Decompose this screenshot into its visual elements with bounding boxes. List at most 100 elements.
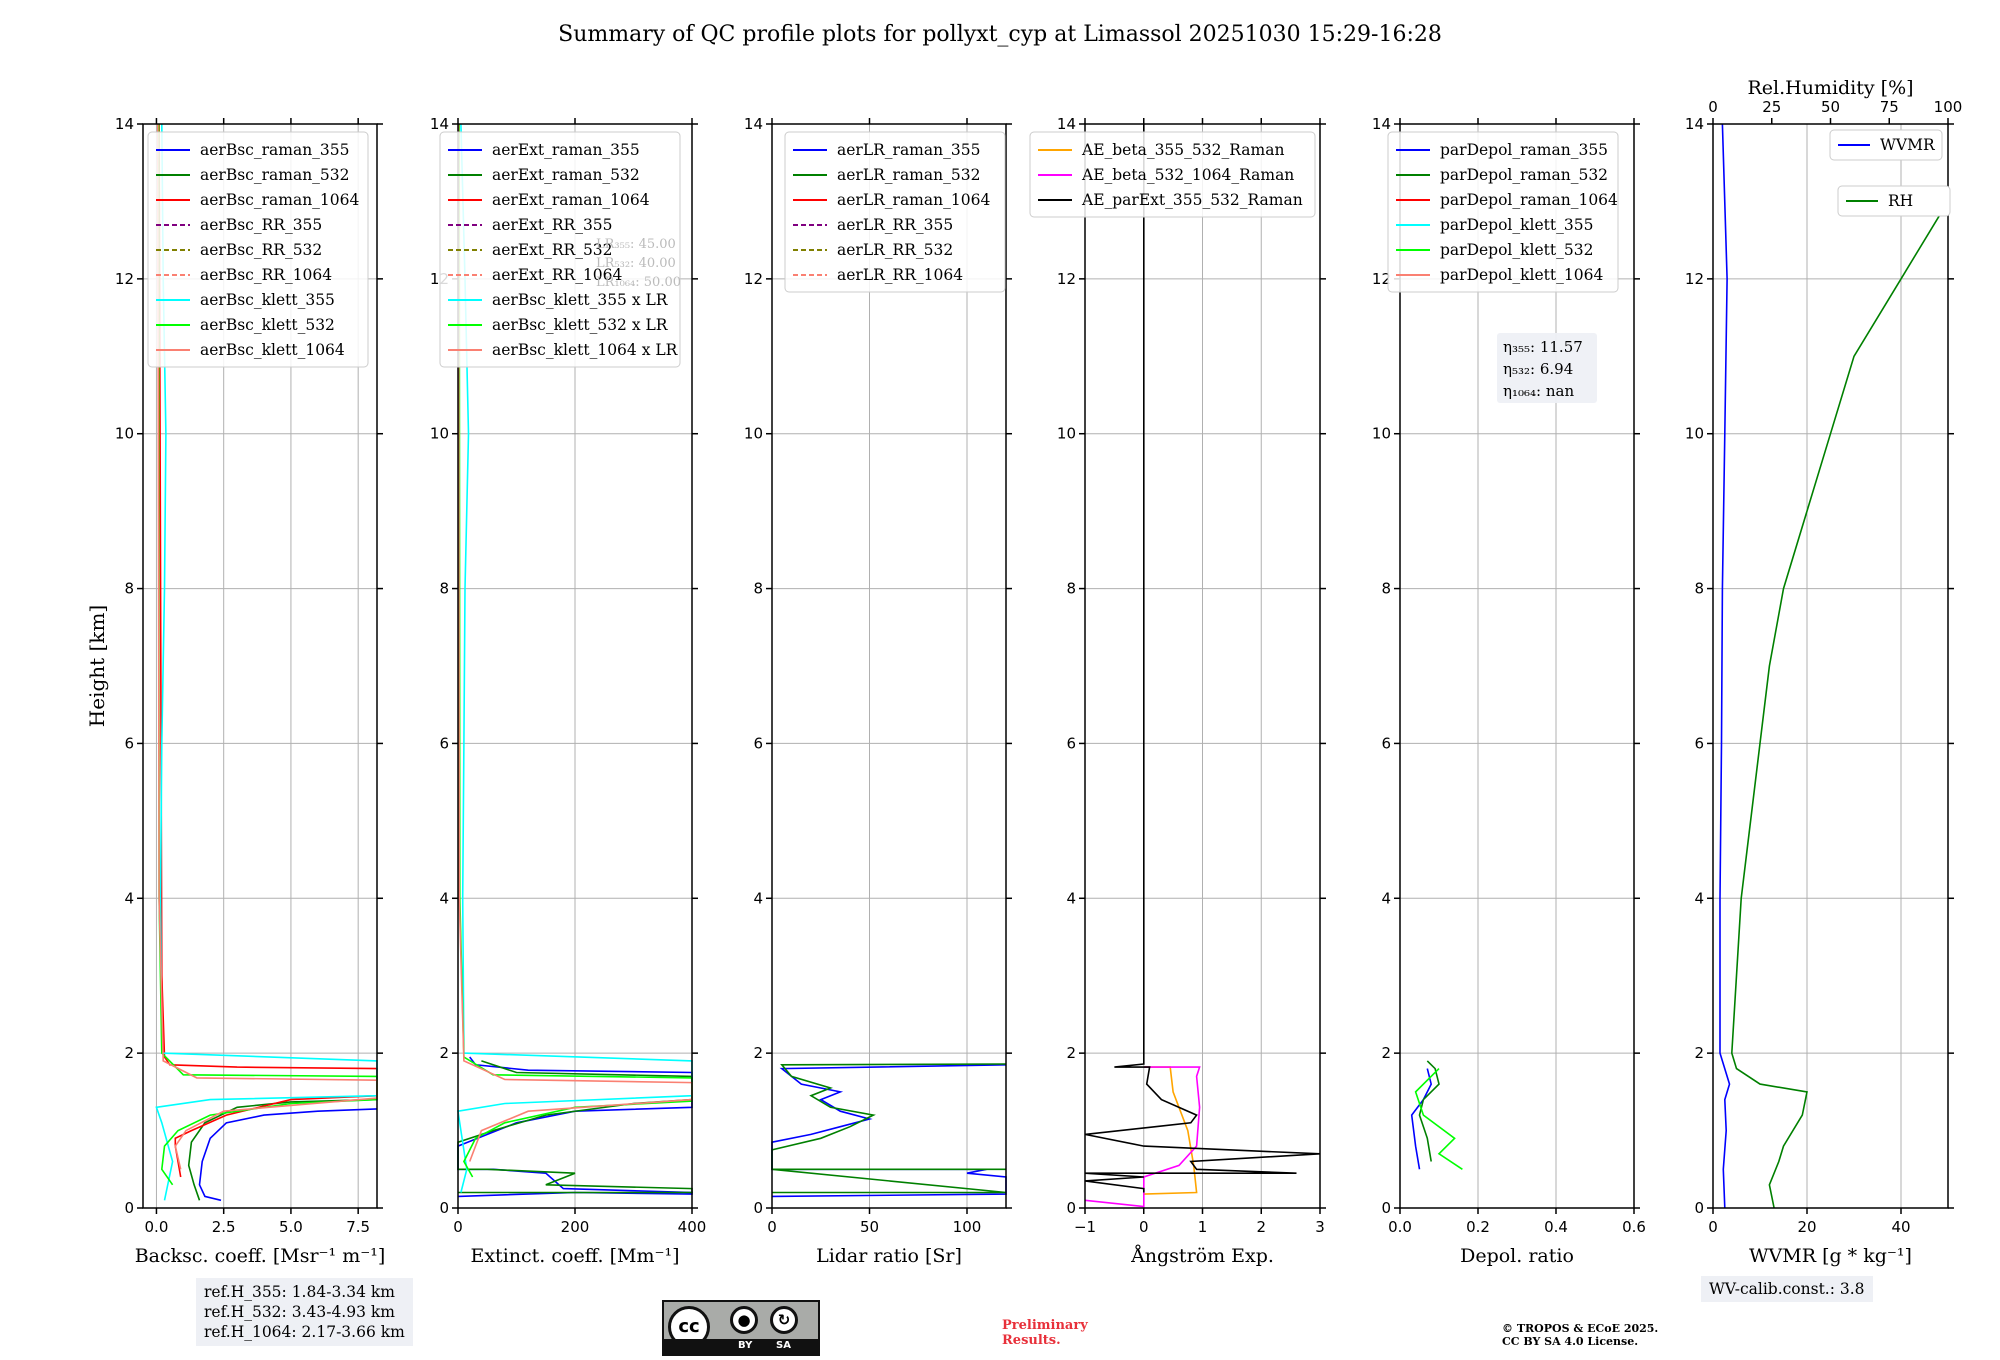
y-tick-label: 2 bbox=[753, 1044, 763, 1062]
y-tick-label: 10 bbox=[430, 425, 449, 443]
by-person-icon: ● bbox=[730, 1306, 758, 1334]
x-tick-label: 2 bbox=[1256, 1218, 1266, 1236]
legend-box bbox=[439, 131, 681, 368]
y-tick-label: 8 bbox=[1694, 580, 1704, 598]
y-tick-label: 2 bbox=[1381, 1044, 1391, 1062]
x-tick-label: 40 bbox=[1891, 1218, 1910, 1236]
y-tick-label: 8 bbox=[1066, 580, 1076, 598]
legend-label: aerBsc_raman_532 bbox=[200, 166, 350, 184]
legend-label: aerBsc_klett_355 x LR bbox=[492, 291, 669, 309]
axes-frame bbox=[771, 123, 1007, 1209]
y-tick-label: 4 bbox=[753, 889, 763, 907]
copyright-line-2: CC BY SA 4.0 License. bbox=[1502, 1335, 1639, 1348]
y-tick-label: 10 bbox=[1372, 425, 1391, 443]
x-tick-label: 0.6 bbox=[1622, 1218, 1646, 1236]
legend-label: aerLR_raman_532 bbox=[837, 166, 980, 184]
lr-label: LR₁₀₆₄: 50.00 bbox=[596, 275, 681, 290]
series-aerBsc_klett_355 bbox=[155, 123, 378, 1201]
legend-label: aerBsc_klett_1064 bbox=[200, 341, 345, 359]
x-axis-label: WVMR [g * kg⁻¹] bbox=[1749, 1245, 1912, 1267]
eta-label: η₃₅₅: 11.57 bbox=[1503, 338, 1583, 356]
ref-height-355: ref.H_355: 1.84-3.34 km bbox=[204, 1283, 395, 1301]
x-tick-label: 0 bbox=[1139, 1218, 1149, 1236]
legend-label: aerBsc_klett_532 bbox=[200, 316, 335, 334]
y-tick-label: 0 bbox=[1694, 1199, 1704, 1217]
y-tick-label: 12 bbox=[1057, 270, 1076, 288]
x-tick-label: 5.0 bbox=[279, 1218, 303, 1236]
copyright-note: © TROPOS & ECoE 2025. CC BY SA 4.0 Licen… bbox=[1502, 1322, 1658, 1348]
y-tick-label: 14 bbox=[1372, 115, 1391, 133]
y-tick-label: 4 bbox=[1066, 889, 1076, 907]
y-tick-label: 6 bbox=[1381, 734, 1391, 752]
x-tick-label: 0 bbox=[1708, 1218, 1718, 1236]
legend-label: aerBsc_klett_1064 x LR bbox=[492, 341, 679, 359]
x-tick-label: 400 bbox=[678, 1218, 707, 1236]
y-tick-label: 2 bbox=[1066, 1044, 1076, 1062]
y-tick-label: 12 bbox=[1372, 270, 1391, 288]
rh-axis-label: Rel.Humidity [%] bbox=[1747, 77, 1913, 99]
legend-label: aerExt_RR_532 bbox=[492, 241, 613, 259]
x-tick-label: 2.5 bbox=[212, 1218, 236, 1236]
legend-label: AE_parExt_355_532_Raman bbox=[1081, 191, 1303, 209]
legend-label: parDepol_raman_532 bbox=[1440, 166, 1608, 184]
y-tick-label: 6 bbox=[124, 734, 134, 752]
cc-sa-label: SA bbox=[776, 1340, 791, 1351]
rh-tick-label: 0 bbox=[1708, 98, 1718, 116]
sa-share-icon: ↻ bbox=[770, 1306, 798, 1334]
series-parDepol_raman_355 bbox=[1410, 1068, 1433, 1170]
legend-label: aerBsc_raman_1064 bbox=[200, 191, 360, 209]
legend-box bbox=[1387, 131, 1619, 293]
y-tick-label: 10 bbox=[1057, 425, 1076, 443]
x-tick-label: 0.0 bbox=[145, 1218, 169, 1236]
series-WVMR bbox=[1719, 123, 1731, 1209]
x-tick-label: −1 bbox=[1074, 1218, 1096, 1236]
y-tick-label: 14 bbox=[430, 115, 449, 133]
y-tick-label: 8 bbox=[124, 580, 134, 598]
x-axis-label: Depol. ratio bbox=[1460, 1245, 1574, 1267]
y-tick-label: 6 bbox=[1694, 734, 1704, 752]
wv-calibration-box: WV-calib.const.: 3.8 bbox=[1701, 1276, 1873, 1302]
y-tick-label: 6 bbox=[439, 734, 449, 752]
series-aerBsc_raman_532 bbox=[187, 1098, 378, 1201]
reference-heights-box: ref.H_355: 1.84-3.34 km ref.H_532: 3.43-… bbox=[196, 1278, 413, 1346]
legend-label: parDepol_klett_532 bbox=[1440, 241, 1593, 259]
series-AE_beta_532_1064_Raman bbox=[1084, 1066, 1201, 1208]
x-axis-label: Backsc. coeff. [Msr⁻¹ m⁻¹] bbox=[135, 1245, 386, 1267]
y-tick-label: 12 bbox=[1685, 270, 1704, 288]
panel-lidar_ratio: 0 2 4 6 8 10 12 14 0 50 100 Lidar ratio [Sr] aerLR_r… bbox=[744, 115, 1012, 1267]
ref-height-1064: ref.H_1064: 2.17-3.66 km bbox=[204, 1323, 405, 1341]
legend-label: WVMR bbox=[1880, 136, 1936, 154]
x-tick-label: 0.4 bbox=[1544, 1218, 1568, 1236]
legend-label: parDepol_klett_355 bbox=[1440, 216, 1593, 234]
x-tick-label: 200 bbox=[561, 1218, 590, 1236]
series-AE_parExt_355_532_Raman bbox=[1084, 124, 1321, 1193]
series-parDepol_klett_532 bbox=[1414, 1068, 1463, 1170]
legend-box bbox=[784, 131, 1006, 293]
y-tick-label: 10 bbox=[115, 425, 134, 443]
y-tick-label: 10 bbox=[744, 425, 763, 443]
y-tick-label: 8 bbox=[439, 580, 449, 598]
x-tick-label: 50 bbox=[860, 1218, 879, 1236]
ref-height-532: ref.H_532: 3.43-4.93 km bbox=[204, 1303, 395, 1321]
legend-label: aerExt_raman_532 bbox=[492, 166, 640, 184]
y-tick-label: 12 bbox=[744, 270, 763, 288]
y-tick-label: 10 bbox=[1685, 425, 1704, 443]
legend-label: parDepol_raman_355 bbox=[1440, 141, 1608, 159]
axes-frame bbox=[1712, 123, 1949, 1209]
figure-title: Summary of QC profile plots for pollyxt_… bbox=[558, 22, 1442, 47]
legend-label: aerExt_RR_1064 bbox=[492, 266, 623, 284]
series-parDepol_raman_532 bbox=[1418, 1060, 1440, 1162]
legend-label: AE_beta_355_532_Raman bbox=[1081, 141, 1284, 159]
legend-box bbox=[1829, 129, 1943, 161]
y-tick-label: 4 bbox=[124, 889, 134, 907]
legend-label: aerBsc_klett_532 x LR bbox=[492, 316, 669, 334]
legend-label: aerLR_RR_532 bbox=[837, 241, 953, 259]
panel-depol: 0 2 4 6 8 10 12 14 0.0 0.2 0.4 0.6 Depol. ratio parDe… bbox=[1372, 115, 1646, 1267]
legend-label: AE_beta_532_1064_Raman bbox=[1081, 166, 1294, 184]
legend-label: aerBsc_klett_355 bbox=[200, 291, 335, 309]
axes-frame bbox=[1399, 123, 1635, 1209]
y-tick-label: 14 bbox=[1057, 115, 1076, 133]
